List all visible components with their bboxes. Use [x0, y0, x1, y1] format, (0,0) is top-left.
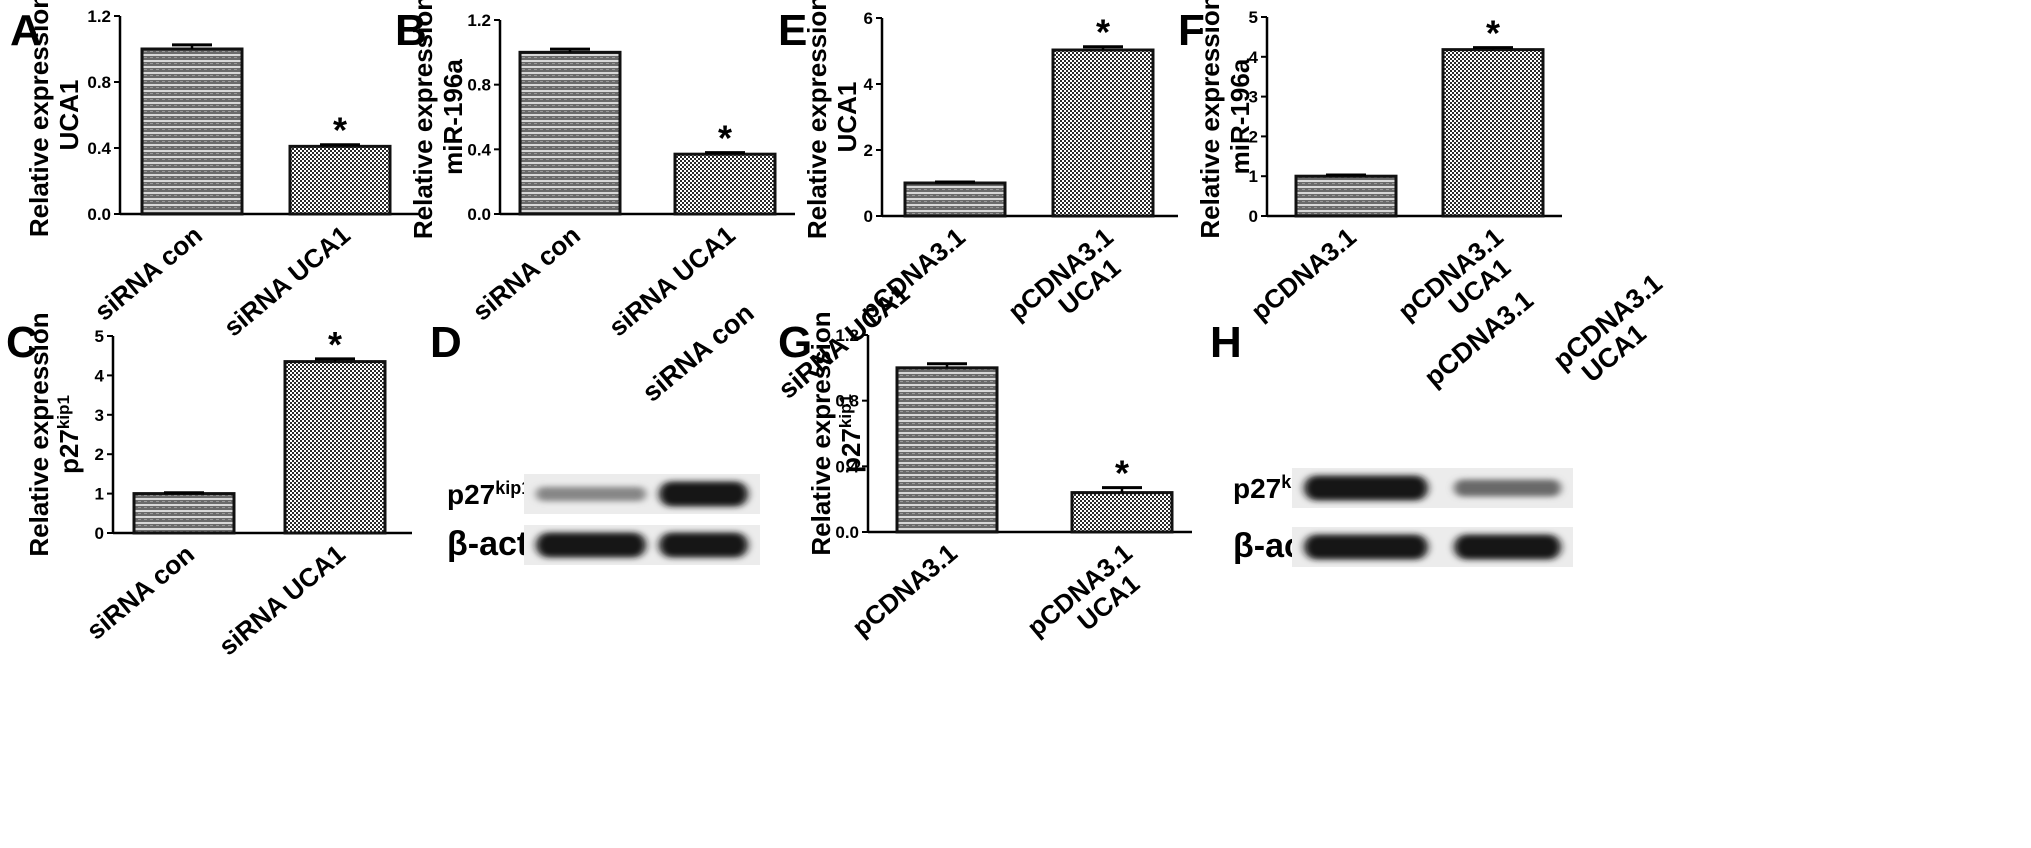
y-tick-label: 5 [95, 327, 104, 346]
y-tick-label: 0.8 [467, 76, 491, 95]
bar-treatment [1441, 48, 1545, 218]
bar-treatment [1070, 491, 1174, 534]
y-tick-label: 2 [1249, 127, 1258, 146]
y-axis-label: UCA1 [832, 82, 862, 153]
y-tick-label: 3 [95, 406, 104, 425]
x-category-label: siRNA con [467, 220, 586, 327]
y-axis-label: UCA1 [54, 80, 84, 151]
significance-marker: * [1115, 453, 1129, 494]
y-tick-label: 1 [1249, 167, 1258, 186]
panel-letter: B [395, 6, 427, 55]
bar-treatment [288, 144, 392, 216]
blot-band [1454, 534, 1561, 560]
y-tick-label: 0 [1249, 207, 1258, 226]
y-tick-label: 3 [1249, 88, 1258, 107]
y-axis-label: Relative expression [806, 311, 836, 555]
bar-treatment [283, 360, 387, 535]
panel-letter: A [10, 6, 42, 55]
y-tick-label: 0.4 [835, 457, 859, 476]
chart-panel-b: B 0.0 0.4 0.8 1.2 Relative expression miR-196a… [395, 0, 795, 342]
significance-marker: * [1096, 12, 1110, 53]
y-axis-label: p27kip1 [836, 394, 867, 473]
blot-row-label: p27kip1 [447, 478, 531, 510]
panel-letter: G [778, 318, 812, 367]
y-axis-label: miR-196a [438, 59, 468, 175]
significance-marker: * [333, 110, 347, 151]
panel-letter: C [6, 318, 38, 367]
y-tick-label: 4 [1249, 48, 1259, 67]
y-tick-label: 0.4 [87, 139, 111, 158]
x-category-label: pCDNA3.1 [1245, 222, 1362, 327]
y-tick-label: 1 [95, 485, 104, 504]
bar-control [895, 366, 999, 534]
bar-control [132, 492, 236, 535]
significance-marker: * [718, 118, 732, 159]
y-axis-label: miR-196a [1225, 58, 1255, 174]
y-tick-label: 0.0 [467, 205, 491, 224]
blot-band [659, 481, 748, 507]
x-category-label: pCDNA3.1UCA1 [1002, 222, 1137, 348]
y-tick-label: 6 [864, 9, 873, 28]
y-tick-label: 0.4 [467, 140, 491, 159]
bar-control [518, 50, 622, 216]
bar-control [1294, 174, 1398, 218]
y-tick-label: 5 [1249, 8, 1258, 27]
significance-marker: * [328, 324, 342, 365]
blot-band [536, 486, 646, 502]
chart-panel-a: A 0.0 0.4 0.8 1.2 Relative expression UCA1 siRN… [10, 0, 420, 342]
bar-control [140, 47, 244, 216]
y-tick-label: 4 [864, 75, 874, 94]
y-tick-label: 0.8 [835, 392, 859, 411]
panel-letter: E [778, 6, 807, 55]
y-axis-label: Relative expression [1195, 0, 1225, 239]
blot-band [1304, 534, 1428, 560]
bar-treatment [1051, 48, 1155, 218]
significance-marker: * [1486, 13, 1500, 54]
x-category-label: siRNA con [81, 539, 200, 646]
lane-label: pCDNA3.1UCA1 [1547, 268, 1685, 397]
y-tick-label: 4 [95, 366, 105, 385]
y-axis-label: Relative expression [802, 0, 832, 239]
y-tick-label: 0.0 [835, 523, 859, 542]
blot-band [1454, 479, 1561, 497]
blot-band [659, 532, 748, 558]
y-tick-label: 2 [864, 141, 873, 160]
panel-letter: H [1210, 318, 1242, 367]
y-axis-label: p27kip1 [54, 395, 85, 474]
x-category-label: pCDNA3.1UCA1 [1021, 538, 1156, 664]
bar-control [903, 181, 1007, 218]
chart-panel-f: F 0 1 2 3 4 5 Relative expression miR-196a pCDNA3… [1178, 0, 1562, 327]
blot-band [536, 532, 646, 558]
y-tick-label: 1.2 [87, 7, 111, 26]
y-tick-label: 0 [864, 207, 873, 226]
blot-band [1304, 475, 1428, 501]
bar-treatment [673, 152, 777, 216]
y-tick-label: 0.8 [87, 73, 111, 92]
y-tick-label: 0 [95, 524, 104, 543]
y-axis-label: Relative expression [24, 312, 54, 556]
y-tick-label: 0.0 [87, 205, 111, 224]
y-axis-label: Relative expression [24, 0, 54, 237]
y-tick-label: 1.2 [835, 326, 859, 345]
y-axis-label: Relative expression [408, 0, 438, 239]
y-tick-label: 2 [95, 445, 104, 464]
x-category-label: pCDNA3.1 [846, 538, 963, 643]
x-category-label: siRNA con [89, 220, 208, 327]
y-tick-label: 1.2 [467, 11, 491, 30]
panel-letter: D [430, 318, 462, 367]
chart-panel-c: C 0 1 2 3 4 5 Relative expression p27kip1 siRNA c… [6, 312, 412, 661]
panel-letter: F [1178, 6, 1205, 55]
x-category-label: siRNA UCA1 [213, 539, 351, 662]
